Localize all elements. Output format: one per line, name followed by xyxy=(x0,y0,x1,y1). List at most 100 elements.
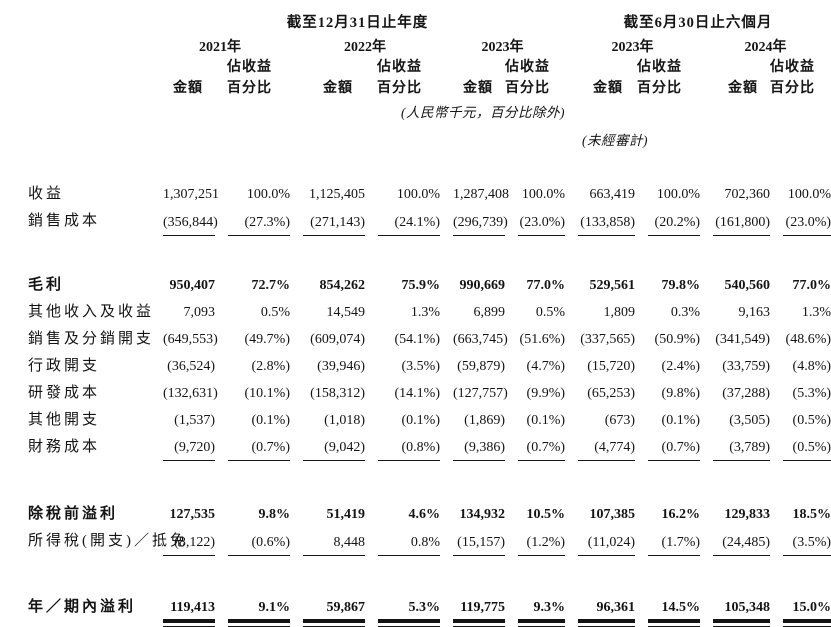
pct-cell: (9.8%) xyxy=(635,375,701,402)
amount-header: 金額 xyxy=(593,81,624,96)
cell-value: 9,163 xyxy=(738,304,771,320)
amount-cell: 134,932 xyxy=(440,496,506,523)
amount-cell: (3,789) xyxy=(700,429,771,461)
cell-value: 100.0% xyxy=(787,187,831,202)
pct-header-line1: 佔收益 xyxy=(227,60,272,75)
cell-value: (15,720) xyxy=(587,358,636,374)
pct-cell: 16.2% xyxy=(635,496,701,523)
year-header-2022: 2022年 xyxy=(344,40,386,55)
pct-cell: (2.8%) xyxy=(215,348,291,375)
empty-cell xyxy=(28,76,150,97)
amount-cell: (8,122) xyxy=(150,523,215,556)
pct-cell: 1.3% xyxy=(365,294,440,321)
empty-cell xyxy=(28,97,150,121)
financial-statements-table: 截至12月31日止年度 截至6月30日止六個月 2021年 2022年 2023… xyxy=(28,10,831,627)
amount-header: 金額 xyxy=(173,81,203,96)
cell-value: 18.5% xyxy=(792,507,831,522)
cell-value: 72.7% xyxy=(251,277,291,293)
cell-value: 100.0% xyxy=(656,187,701,202)
row-label: 收益 xyxy=(28,186,65,202)
cell-value: (2.4%) xyxy=(661,358,701,374)
empty-cell xyxy=(28,10,150,32)
pct-cell: 10.5% xyxy=(505,496,566,523)
cell-value: 6,899 xyxy=(473,304,506,320)
pct-header-line2: 百分比 xyxy=(227,81,272,96)
cell-value: (8,122) xyxy=(163,535,215,556)
amount-cell: 119,775 xyxy=(440,589,505,627)
amount-cell: 1,307,251 xyxy=(150,176,219,203)
cell-value: 1,809 xyxy=(603,304,636,320)
column-header-row-2: 金額 百分比 金額 百分比 金額 百分比 金額 百分比 金額 百分比 xyxy=(28,76,831,97)
table-row-income-tax: 所得稅(開支)／抵免 (8,122) (0.6%) 8,448 0.8% (15… xyxy=(28,523,831,556)
cell-value: (133,858) xyxy=(578,215,636,236)
cell-value: 77.0% xyxy=(792,277,831,293)
cell-value: 7,093 xyxy=(183,304,216,320)
pct-cell: 14.5% xyxy=(635,589,701,627)
cell-value: (649,553) xyxy=(163,331,218,347)
pct-header-line2: 百分比 xyxy=(505,81,550,96)
amount-cell: (271,143) xyxy=(290,203,365,236)
row-label: 所得稅(開支)／抵免 xyxy=(28,533,188,549)
pct-cell: 100.0% xyxy=(770,176,831,203)
cell-value: (1,537) xyxy=(174,412,215,428)
empty-cell xyxy=(700,121,831,149)
table-row-finance-costs: 財務成本 (9,720) (0.7%) (9,042) (0.8%) (9,38… xyxy=(28,429,831,461)
amount-cell: (3,505) xyxy=(700,402,770,429)
cell-value: (0.1%) xyxy=(661,412,701,428)
pct-cell: (0.7%) xyxy=(635,429,701,461)
amount-cell: (337,565) xyxy=(565,321,635,348)
amount-header: 金額 xyxy=(728,81,759,96)
cell-value: (5.3%) xyxy=(792,385,831,401)
pct-cell: 4.6% xyxy=(365,496,441,523)
table-row-profit-before-tax: 除稅前溢利 127,535 9.8% 51,419 4.6% 134,932 1… xyxy=(28,496,831,523)
amount-cell: (15,157) xyxy=(440,523,505,556)
cell-value: 4.6% xyxy=(408,507,441,522)
pct-cell: 100.0% xyxy=(365,176,440,203)
cell-value: 79.8% xyxy=(661,277,701,293)
amount-cell: 7,093 xyxy=(150,294,216,321)
cell-value: (0.5%) xyxy=(783,440,831,461)
cell-value: (51.6%) xyxy=(519,331,566,347)
cell-value: 14.5% xyxy=(648,600,701,627)
table-row-rd-costs: 研發成本 (132,631) (10.1%) (158,312) (14.1%)… xyxy=(28,375,831,402)
pct-cell: 72.7% xyxy=(215,267,291,294)
pct-cell: 79.8% xyxy=(635,267,701,294)
amount-cell: (158,312) xyxy=(290,375,365,402)
amount-cell: (132,631) xyxy=(150,375,218,402)
cell-value: 0.8% xyxy=(378,535,440,556)
table-row-revenue: 收益 1,307,251 100.0% 1,125,405 100.0% 1,2… xyxy=(28,176,831,203)
pct-cell: 100.0% xyxy=(635,176,700,203)
cell-value: 134,932 xyxy=(459,507,506,522)
pct-cell: 15.0% xyxy=(770,589,831,627)
cell-value: 10.5% xyxy=(526,507,566,522)
cell-value: 105,348 xyxy=(713,600,771,627)
pct-cell: 0.5% xyxy=(505,294,565,321)
pct-cell: 77.0% xyxy=(505,267,566,294)
amount-cell: (15,720) xyxy=(565,348,635,375)
cell-value: (4.7%) xyxy=(526,358,566,374)
amount-cell: (127,757) xyxy=(440,375,508,402)
amount-cell: 107,385 xyxy=(565,496,636,523)
pct-cell: 77.0% xyxy=(770,267,831,294)
pct-cell: (0.1%) xyxy=(635,402,701,429)
amount-cell: (37,288) xyxy=(700,375,770,402)
group-header-row: 截至12月31日止年度 截至6月30日止六個月 xyxy=(28,10,831,32)
unaudited-note-row: (未經審計) xyxy=(28,121,831,149)
amount-cell: (133,858) xyxy=(565,203,636,236)
cell-value: 1,307,251 xyxy=(163,187,219,202)
cell-value: 990,669 xyxy=(459,277,506,293)
pct-cell: (24.1%) xyxy=(365,203,440,236)
cell-value: (9,042) xyxy=(303,440,365,461)
pct-cell: 9.1% xyxy=(215,589,290,627)
cell-value: 540,560 xyxy=(724,277,771,293)
cell-value: (1.7%) xyxy=(648,535,701,556)
cell-value: (50.9%) xyxy=(654,331,701,347)
pct-cell: (0.1%) xyxy=(215,402,291,429)
cell-value: (0.7%) xyxy=(518,440,566,461)
amount-cell: (663,745) xyxy=(440,321,508,348)
empty-cell xyxy=(565,56,635,76)
cell-value: 100.0% xyxy=(521,187,566,202)
cell-value: (3.5%) xyxy=(783,535,831,556)
pct-cell: (0.7%) xyxy=(215,429,290,461)
amount-cell: 51,419 xyxy=(290,496,366,523)
